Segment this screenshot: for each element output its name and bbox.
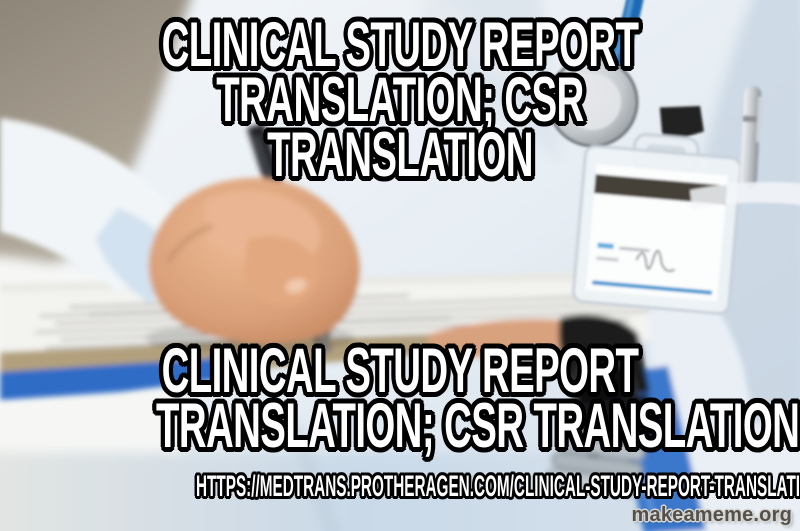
badge-text-line [619, 246, 650, 253]
badge-signature [635, 249, 676, 272]
clipboard-blue-rail [0, 356, 264, 400]
sleeve-fold [290, 423, 337, 531]
bottom-caption-line-1: CLINICAL STUDY REPORT [161, 336, 639, 406]
wrist-crease [165, 223, 214, 264]
url-caption: HTTPS://MEDTRANS.PROTHERAGEN.COM/CLINICA… [196, 470, 800, 503]
pocket-pen-body [739, 86, 762, 190]
pocket-edge [690, 182, 800, 210]
pocket-pen [739, 86, 763, 190]
bottom-caption-line-2: TRANSLATION; CSR TRANSLATION [156, 391, 800, 461]
top-caption-line-2: TRANSLATION; CSR [216, 65, 584, 135]
pocket-pen-band [742, 115, 761, 123]
pocket-pen-clip [755, 96, 763, 143]
badge-blue-mark [597, 242, 614, 250]
stethoscope-tube-faint [418, 0, 520, 80]
watermark: makeameme.org [631, 504, 792, 526]
thumbnail-highlight [285, 278, 307, 294]
top-caption-line-1: CLINICAL STUDY REPORT [161, 10, 639, 80]
watch-bracelet [546, 434, 646, 497]
badge-bottom-line [592, 280, 713, 295]
bottom-caption: CLINICAL STUDY REPORT TRANSLATION; CSR T… [156, 336, 800, 461]
chestpiece-center [565, 74, 621, 130]
top-caption: CLINICAL STUDY REPORT TRANSLATION; CSR T… [156, 10, 644, 190]
top-caption-line-3: TRANSLATION [267, 120, 533, 190]
badge-text-line2 [596, 256, 619, 262]
